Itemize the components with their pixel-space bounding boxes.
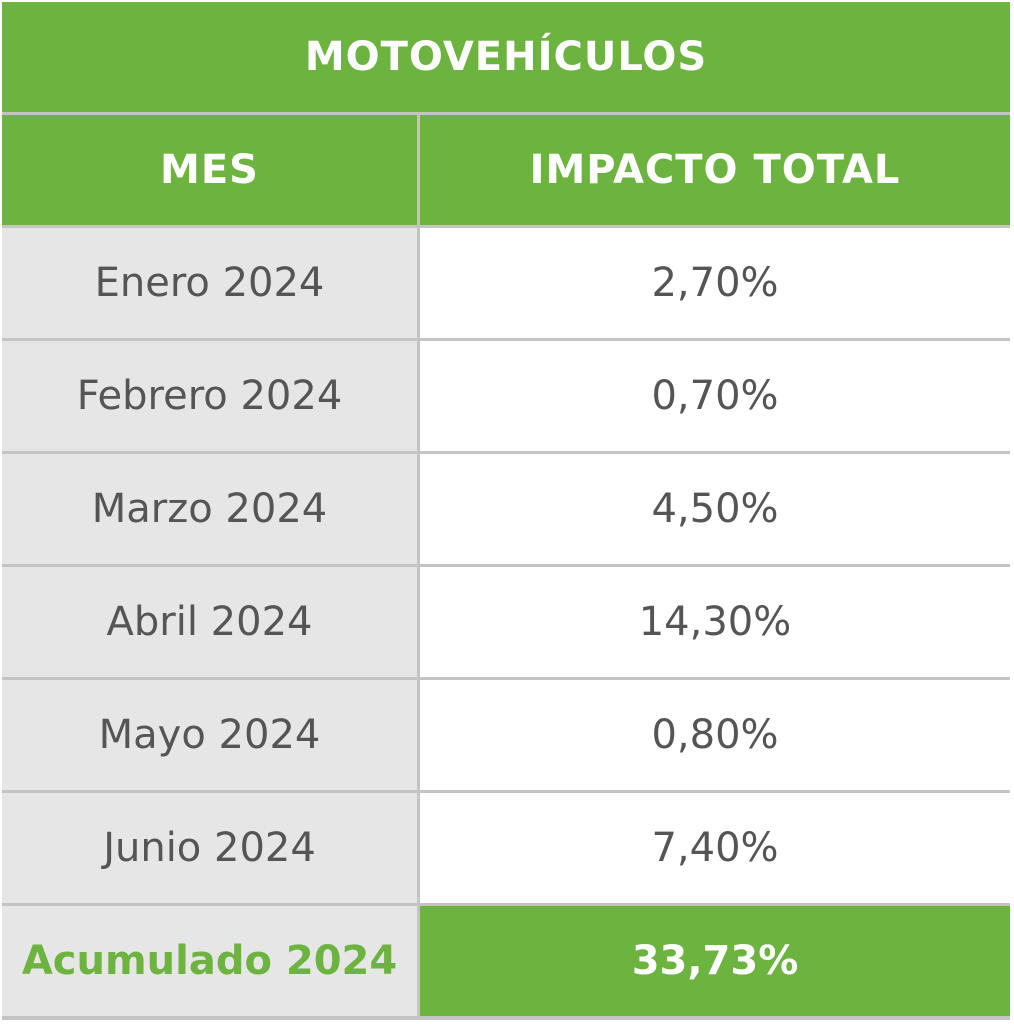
row-impact-value: 14,30% <box>420 567 1010 677</box>
row-month-label: Mayo 2024 <box>2 680 417 790</box>
table-title: MOTOVEHÍCULOS <box>2 2 1010 112</box>
row-month-label: Febrero 2024 <box>2 341 417 451</box>
total-value: 33,73% <box>420 906 1010 1016</box>
row-impact-value: 2,70% <box>420 228 1010 338</box>
row-month-label: Enero 2024 <box>2 228 417 338</box>
row-impact-value: 0,70% <box>420 341 1010 451</box>
row-month-label: Marzo 2024 <box>2 454 417 564</box>
row-month-label: Junio 2024 <box>2 793 417 903</box>
row-impact-value: 7,40% <box>420 793 1010 903</box>
column-header-month: MES <box>2 115 417 225</box>
column-header-impact: IMPACTO TOTAL <box>420 115 1010 225</box>
total-label: Acumulado 2024 <box>2 906 417 1016</box>
row-month-label: Abril 2024 <box>2 567 417 677</box>
row-impact-value: 0,80% <box>420 680 1010 790</box>
row-impact-value: 4,50% <box>420 454 1010 564</box>
